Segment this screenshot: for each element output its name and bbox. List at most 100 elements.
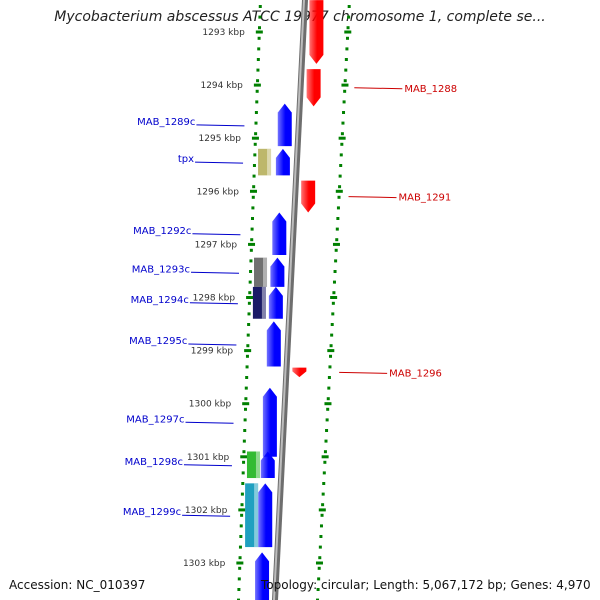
minor-tick-left <box>237 588 241 591</box>
gene-leader-line <box>183 464 232 467</box>
minor-tick-left <box>258 26 262 30</box>
minor-tick-left <box>237 577 241 581</box>
gene-leader-line <box>348 196 397 199</box>
major-tick-right <box>327 349 335 353</box>
minor-tick-right <box>326 407 330 411</box>
major-tick-left <box>242 402 250 406</box>
minor-tick-left <box>246 344 250 348</box>
reverse-gene-arrow <box>262 387 277 457</box>
minor-tick-left <box>245 354 249 358</box>
feature-bar-shine <box>255 451 260 479</box>
accession-text: Accession: NC_010397 <box>9 578 146 592</box>
minor-tick-right <box>345 47 349 51</box>
minor-tick-left <box>249 259 253 263</box>
minor-tick-left <box>251 206 255 210</box>
gene-leader-line <box>339 371 388 374</box>
major-tick-left <box>253 83 261 87</box>
forward-gene-label: MAB_1296 <box>389 368 442 379</box>
minor-tick-right <box>321 503 325 507</box>
minor-tick-right <box>317 577 321 581</box>
reverse-gene-label: MAB_1299c <box>123 507 181 518</box>
major-tick-right <box>315 561 323 565</box>
minor-tick-right <box>329 344 333 348</box>
minor-tick-right <box>330 333 334 337</box>
gene-leader-line <box>354 87 403 90</box>
minor-tick-left <box>254 132 258 136</box>
minor-tick-left <box>244 397 248 401</box>
forward-gene-arrow <box>301 180 316 213</box>
reverse-gene-arrow <box>270 257 285 287</box>
minor-tick-right <box>321 492 325 496</box>
major-tick-left <box>248 242 256 246</box>
minor-tick-left <box>246 333 250 337</box>
reverse-gene-arrow <box>258 483 273 548</box>
minor-tick-right <box>334 248 338 252</box>
reverse-gene-arrow <box>275 148 290 176</box>
minor-tick-right <box>328 365 332 369</box>
major-tick-left <box>236 561 244 565</box>
reverse-gene-label: MAB_1292c <box>133 226 191 237</box>
minor-tick-right <box>339 164 343 167</box>
minor-tick-left <box>256 58 260 61</box>
minor-tick-left <box>238 566 242 570</box>
minor-tick-left <box>252 164 256 167</box>
gene-leader-line <box>191 271 240 274</box>
major-tick-left <box>255 30 263 34</box>
major-tick-left <box>244 349 252 353</box>
minor-tick-left <box>257 36 261 40</box>
reverse-gene-label: MAB_1298c <box>125 457 183 468</box>
reverse-gene-label: MAB_1289c <box>137 117 195 128</box>
minor-tick-right <box>336 206 340 210</box>
minor-tick-right <box>344 58 348 61</box>
gene-leader-line <box>188 343 237 346</box>
minor-tick-right <box>324 439 328 443</box>
forward-gene-label: MAB_1288 <box>404 84 457 95</box>
minor-tick-right <box>329 354 333 358</box>
minor-tick-right <box>322 482 326 485</box>
minor-tick-right <box>334 259 338 263</box>
tick-label: 1296 kbp <box>197 187 240 197</box>
minor-tick-left <box>239 535 243 538</box>
minor-tick-left <box>249 248 253 252</box>
minor-tick-left <box>244 407 248 411</box>
major-tick-right <box>332 242 340 246</box>
minor-tick-right <box>338 185 342 189</box>
minor-tick-right <box>335 227 339 231</box>
minor-tick-right <box>322 471 326 475</box>
minor-tick-right <box>333 270 337 273</box>
tick-label: 1298 kbp <box>193 294 236 304</box>
minor-tick-right <box>346 26 350 30</box>
minor-tick-right <box>331 312 335 316</box>
tick-label: 1297 kbp <box>195 240 238 250</box>
minor-tick-left <box>241 482 245 485</box>
reverse-gene-label: MAB_1297c <box>126 414 184 425</box>
minor-tick-left <box>251 195 255 199</box>
minor-tick-right <box>327 376 331 379</box>
minor-tick-left <box>242 450 246 454</box>
gene-leader-line <box>196 124 245 127</box>
minor-tick-right <box>343 89 347 93</box>
minor-tick-right <box>318 545 322 549</box>
feature-bar <box>246 451 260 479</box>
feature-bar-shine <box>267 148 272 176</box>
major-tick-left <box>246 296 254 299</box>
forward-gene-arrow <box>292 367 307 378</box>
major-tick-left <box>238 508 246 512</box>
forward-gene-label: MAB_1291 <box>399 193 452 204</box>
minor-tick-right <box>325 418 329 422</box>
feature-bar-shine <box>261 286 266 319</box>
tick-label: 1303 kbp <box>183 559 226 569</box>
minor-tick-left <box>239 524 243 528</box>
minor-tick-left <box>243 418 247 422</box>
minor-tick-right <box>318 556 322 560</box>
major-tick-left <box>249 189 257 193</box>
minor-tick-right <box>317 566 321 570</box>
minor-tick-right <box>320 513 324 517</box>
major-tick-right <box>341 83 349 87</box>
minor-tick-left <box>240 503 244 507</box>
minor-tick-left <box>247 301 251 305</box>
minor-tick-left <box>258 15 262 19</box>
reverse-gene-arrow <box>255 552 270 600</box>
minor-tick-right <box>327 386 331 390</box>
gene-leader-line <box>189 302 238 305</box>
